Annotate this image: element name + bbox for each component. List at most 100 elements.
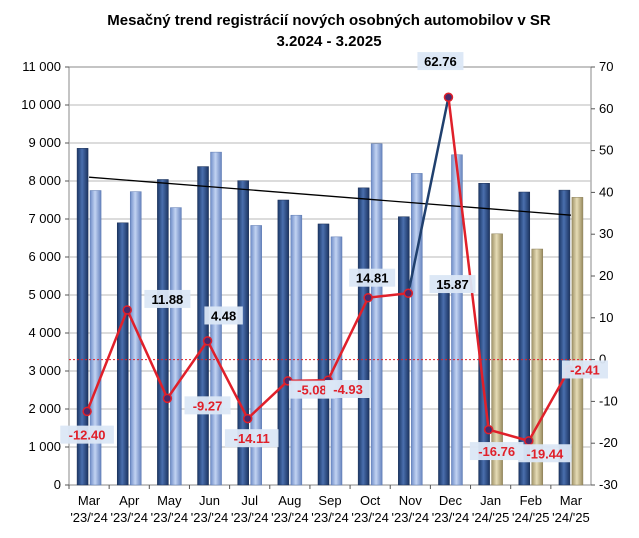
right-tick-label: 30 <box>599 226 613 241</box>
x-tick-label-years: '24/'25 <box>512 510 550 525</box>
bar-previous-year <box>237 180 249 486</box>
bar-current-year <box>370 143 383 486</box>
data-label: -4.93 <box>333 382 363 397</box>
bar-previous-year <box>197 166 209 486</box>
data-label-box <box>288 380 335 399</box>
left-tick-label: 11 000 <box>22 59 61 74</box>
x-tick-label-month: Sep <box>318 493 341 508</box>
bar-previous-year <box>357 187 370 486</box>
trend-line <box>89 176 571 216</box>
data-label: -16.76 <box>478 444 515 459</box>
x-tick-label-month: Mar <box>78 493 101 508</box>
left-tick-label: 3 000 <box>28 363 61 378</box>
data-label: -19.44 <box>526 446 564 461</box>
left-tick-label: 1 000 <box>28 439 61 454</box>
data-label: 11.88 <box>151 292 183 307</box>
line-point <box>202 336 213 346</box>
line-segment <box>366 292 410 299</box>
right-axis: -30 -20 -10 0 10 20 30 40 50 60 70 <box>591 59 618 492</box>
data-label: -9.27 <box>193 398 223 413</box>
bar-current-year <box>250 225 262 486</box>
right-tick-label: 0 <box>599 352 606 367</box>
line-point <box>524 436 534 446</box>
data-label: -5.08 <box>297 383 327 398</box>
line-point <box>162 393 173 404</box>
line-segment <box>527 368 571 443</box>
line-segment <box>166 339 209 400</box>
line-point <box>443 92 454 103</box>
bar-previous-year <box>157 179 169 486</box>
bar-current-year <box>451 154 463 486</box>
data-label: 4.48 <box>211 308 236 323</box>
line-segment <box>487 428 531 443</box>
x-tick-label-month: Jan <box>480 493 501 508</box>
line-point <box>242 413 253 424</box>
data-label-box <box>561 360 608 379</box>
x-tick-label-month: Dec <box>439 493 463 508</box>
x-tick-label-years: '23/'24 <box>191 510 229 525</box>
bar-previous-year <box>317 223 330 486</box>
data-label-box <box>518 444 572 463</box>
bar-current-year <box>411 173 423 486</box>
data-label: -2.41 <box>570 362 600 377</box>
left-tick-label: 8 000 <box>28 173 61 188</box>
data-label-box <box>224 429 279 448</box>
chart-subtitle: 3.2024 - 3.2025 <box>276 33 381 50</box>
line-point <box>82 406 92 417</box>
right-tick-label: 10 <box>599 310 613 325</box>
data-label: -14.11 <box>234 431 270 446</box>
right-tick-label: -30 <box>599 477 618 492</box>
x-tick-label-years: '23/'24 <box>110 510 148 525</box>
x-tick-label-years: '24/'25 <box>552 510 590 525</box>
line-segment <box>85 308 129 413</box>
x-tick-label-month: Aug <box>278 493 301 508</box>
data-label-box <box>184 396 231 415</box>
line-point <box>483 424 494 435</box>
bar-previous-year <box>478 183 490 486</box>
left-tick-label: 4 000 <box>28 325 61 340</box>
right-tick-label: -20 <box>599 435 618 450</box>
right-tick-label: -10 <box>599 393 618 408</box>
left-axis: 0 1 000 2 000 3 000 4 000 5 000 6 000 7 000 8 00… <box>21 59 69 492</box>
line-point <box>403 288 414 299</box>
x-tick-label-years: '24/'25 <box>472 510 510 525</box>
data-label-box <box>349 268 396 287</box>
left-tick-label: 7 000 <box>28 211 61 226</box>
line-segment <box>246 379 290 420</box>
right-tick-label: 50 <box>599 143 613 158</box>
trendline <box>89 176 571 216</box>
line-segment <box>447 96 490 431</box>
data-label: 62.76 <box>424 54 457 69</box>
x-tick-label-month: Oct <box>360 493 381 508</box>
right-tick-label: 70 <box>599 59 613 74</box>
left-tick-label: 10 000 <box>21 97 61 112</box>
x-tick-label-years: '23/'24 <box>392 510 430 525</box>
x-tick-label-month: Mar <box>560 493 583 508</box>
x-tick-label-years: '23/'24 <box>231 510 269 525</box>
left-tick-label: 0 <box>54 477 61 492</box>
bar-previous-year <box>76 148 89 486</box>
line-segment <box>326 296 370 382</box>
x-tick-label-years: '23/'24 <box>151 510 189 525</box>
x-tick-label-month: Apr <box>119 493 140 508</box>
line-point <box>363 292 373 303</box>
data-label-box <box>417 52 464 71</box>
line-segment <box>206 339 249 420</box>
line-segment <box>125 308 169 400</box>
x-tick-label-years: '23/'24 <box>311 510 349 525</box>
x-tick-label-years: '23/'24 <box>351 510 389 525</box>
left-tick-label: 2 000 <box>28 401 61 416</box>
data-label-box <box>325 380 372 399</box>
left-tick-label: 9 000 <box>28 135 61 150</box>
x-axis: Mar '23/'24 Apr '23/'24 May '23/'24 Jun '23/'24… <box>68 485 590 525</box>
chart-title: Mesačný trend registrácií nových osobnýc… <box>107 12 551 29</box>
data-label: -12.40 <box>69 428 106 443</box>
right-tick-label: 20 <box>599 268 613 283</box>
right-tick-label: 60 <box>599 101 613 116</box>
bar-previous-year <box>438 282 450 486</box>
data-label-box <box>469 442 524 461</box>
bar-previous-year <box>398 216 410 486</box>
x-tick-label-years: '23/'24 <box>432 510 470 525</box>
x-tick-label-month: Jul <box>241 493 258 508</box>
bar-current-year <box>571 197 584 486</box>
